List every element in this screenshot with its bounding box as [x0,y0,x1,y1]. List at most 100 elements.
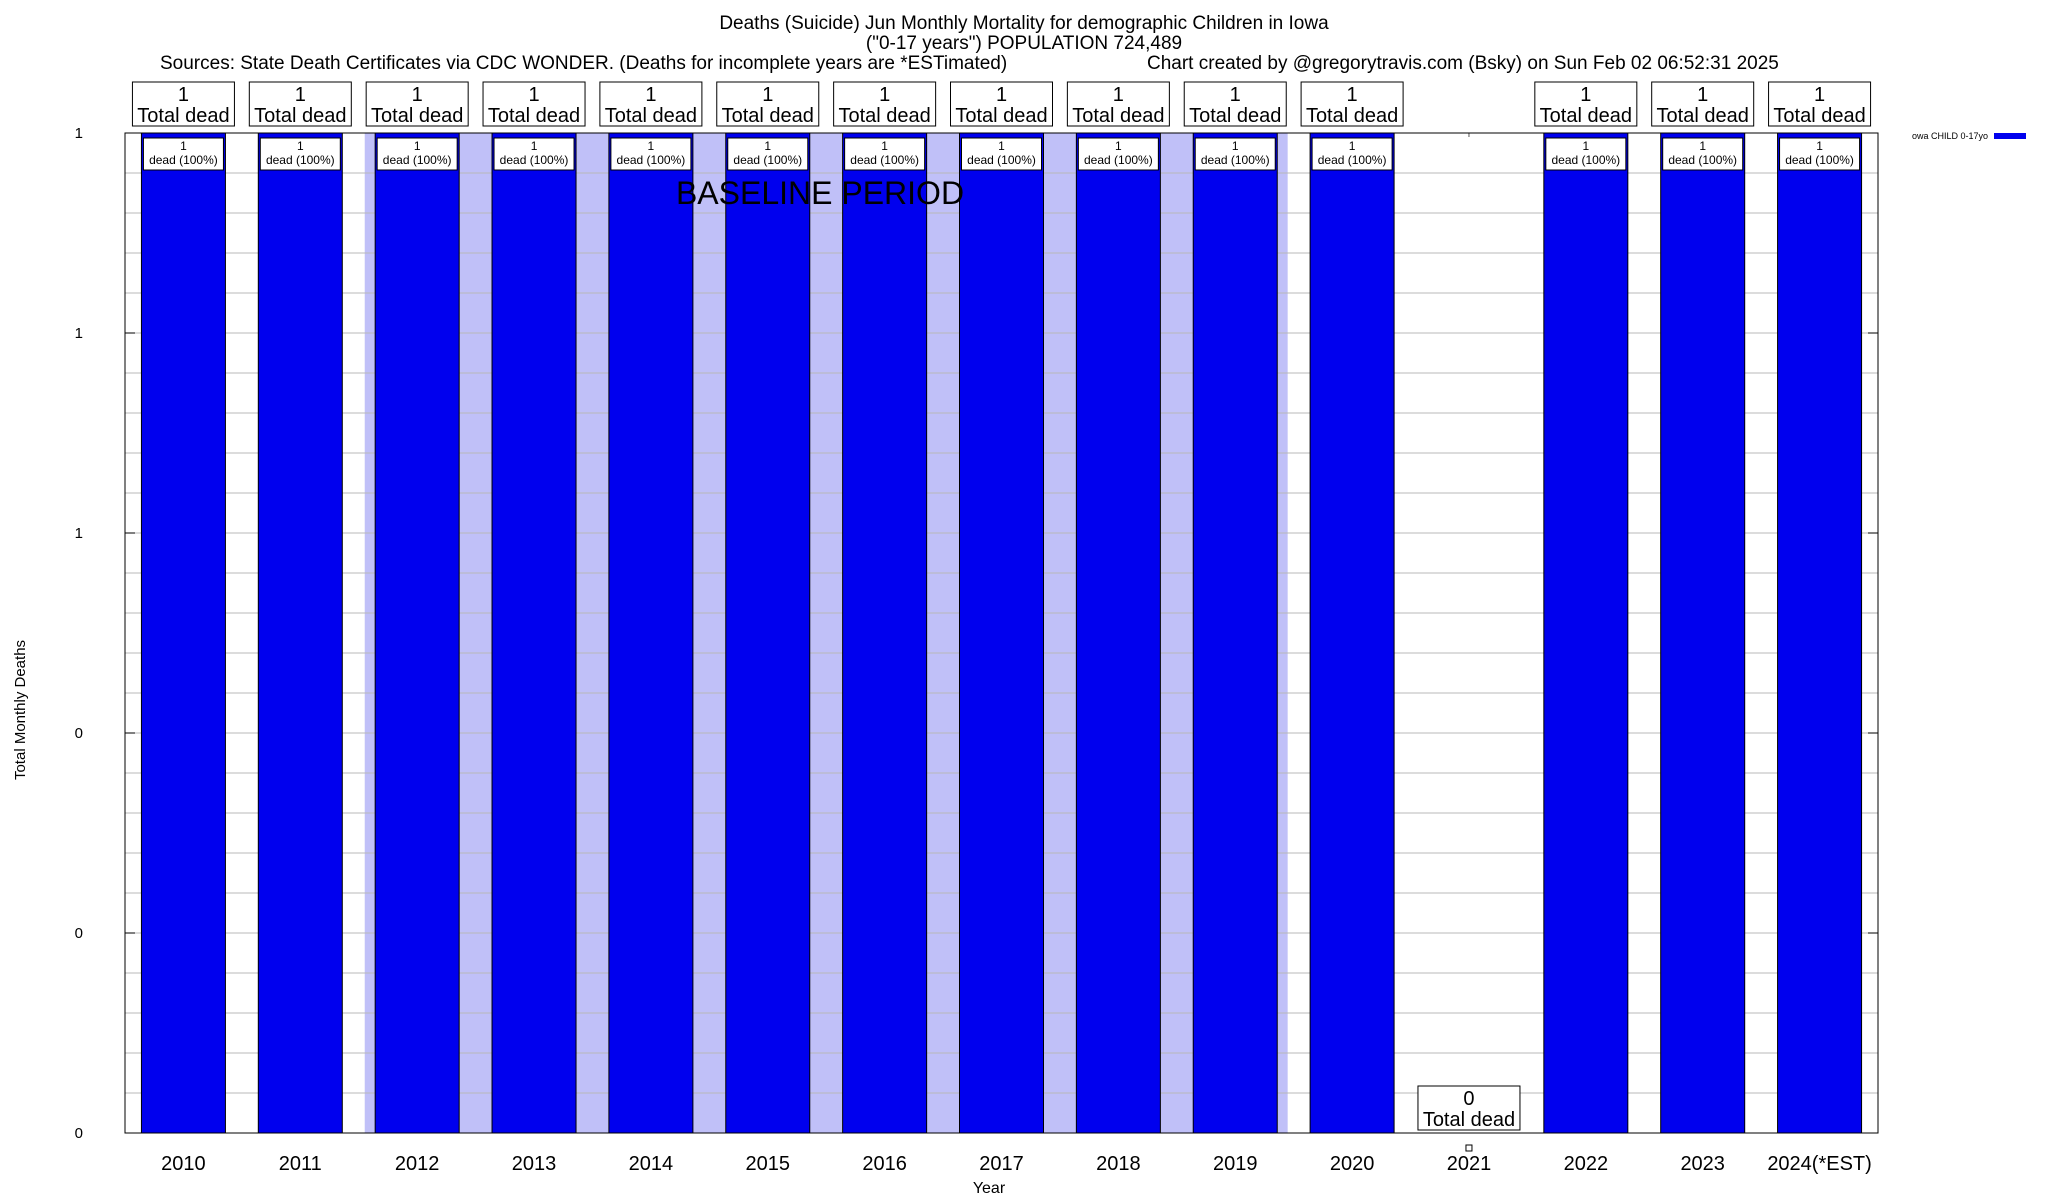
total-label-value: 1 [996,84,1007,106]
plot-frame [124,132,1879,1134]
bar-label-text: dead (100%) [1668,153,1737,167]
chart-sources: Sources: State Death Certificates via CD… [160,53,1008,74]
x-tick-label: 2017 [979,1153,1024,1175]
total-label-text: Total dead [1072,105,1164,127]
bar-label-value: 1 [1699,139,1706,153]
axes-layer: 0 0 0 1 1 1 2010 2011 2012 2013 2014 2015 2016 2017 20… [75,125,1879,1175]
bar-label-text: dead (100%) [500,153,569,167]
total-label-value: 0 [1463,1088,1474,1110]
total-label-value: 1 [295,84,306,106]
bar-label-text: dead (100%) [1551,153,1620,167]
bar-label-value: 1 [764,139,771,153]
total-label-box [599,81,703,127]
chart-subtitle: ("0-17 years") POPULATION 724,489 [865,33,1183,54]
total-label-box [1300,81,1404,127]
bar-label-text: dead (100%) [733,153,802,167]
x-tick-label: 2012 [395,1153,440,1175]
bar-label-box [1311,137,1393,171]
total-label-text: Total dead [137,105,229,127]
total-label-value: 1 [412,84,423,106]
bar-label-value: 1 [1816,139,1823,153]
zero-marker [1465,1144,1473,1152]
bar [1075,132,1161,1134]
bar-label-box [1077,137,1159,171]
legend: owa CHILD 0-17yo [1912,131,2027,141]
total-label-box [131,81,235,127]
total-label-box [833,81,937,127]
y-axis-label: Total Monthly Deaths [11,639,29,781]
total-label-value: 1 [1580,84,1591,106]
total-label-value: 1 [762,84,773,106]
bar-label-value: 1 [297,139,304,153]
y-tick-label: 1 [75,325,83,342]
bar-label-value: 1 [1582,139,1589,153]
x-tick-label: 2019 [1213,1153,1258,1175]
total-label-value: 1 [1697,84,1708,106]
total-label-text: Total dead [371,105,463,127]
bar-label-box [376,137,458,171]
total-label-box [1417,1085,1521,1131]
bar [608,132,694,1134]
bar [725,132,811,1134]
x-tick-label: 2020 [1330,1153,1375,1175]
bar-label-box [610,137,692,171]
bar-label-text: dead (100%) [266,153,335,167]
x-tick-label: 2018 [1096,1153,1141,1175]
bar-label-box [961,137,1042,171]
x-tick-label: 2014 [629,1153,674,1175]
legend-entry-label: owa CHILD 0-17yo [1912,131,1989,141]
total-label-value: 1 [1113,84,1124,106]
total-label-box [248,81,352,127]
bar [1543,132,1629,1134]
bar-label-box [259,137,341,171]
total-label-value: 1 [1347,84,1358,106]
x-tick-label: 2024(*EST) [1767,1153,1872,1175]
bar [374,132,460,1134]
y-tick-label: 1 [75,525,83,542]
bar-label-value: 1 [881,139,888,153]
total-label-text: Total dead [254,105,346,127]
bar [257,132,343,1134]
bar-label-value: 1 [1115,139,1122,153]
y-tick-label: 0 [75,725,83,742]
bar-label-text: dead (100%) [149,153,218,167]
x-tick-label: 2021 [1447,1153,1492,1175]
bar-label-box [1545,137,1627,171]
total-label-box [1768,81,1872,127]
bar-label-box [727,137,809,171]
bar-label-box [142,137,224,171]
bar-label-text: dead (100%) [1318,153,1387,167]
total-label-value: 1 [645,84,656,106]
bar [491,132,577,1134]
bar-label-box [1194,137,1276,171]
x-axis-label: Year [972,1180,1006,1197]
y-tick-label: 1 [75,125,83,142]
bar-label-box [1779,137,1861,171]
total-label-text: Total dead [1657,105,1749,127]
bar-label-box [493,137,575,171]
total-label-box [1651,81,1755,127]
x-tick-label: 2023 [1680,1153,1725,1175]
total-label-value: 1 [1814,84,1825,106]
bar-label-text: dead (100%) [967,153,1036,167]
total-label-value: 1 [879,84,890,106]
total-label-box [950,81,1053,127]
total-label-text: Total dead [488,105,580,127]
x-tick-label: 2016 [862,1153,907,1175]
bar-label-value: 1 [1232,139,1239,153]
bar-label-value: 1 [648,139,655,153]
bar-label-box [844,137,926,171]
bar-label-value: 1 [414,139,421,153]
bar-label-text: dead (100%) [1084,153,1153,167]
legend-swatch [1994,133,2027,139]
y-tick-label: 0 [75,1125,83,1142]
bar-label-text: dead (100%) [1201,153,1270,167]
bar-label-value: 1 [998,139,1005,153]
baseline-period-label: BASELINE PERIOD [676,175,964,211]
total-label-text: Total dead [955,105,1047,127]
total-label-box [1534,81,1638,127]
total-label-box [1066,81,1170,127]
total-label-text: Total dead [1423,1109,1515,1131]
bar [959,132,1044,1134]
